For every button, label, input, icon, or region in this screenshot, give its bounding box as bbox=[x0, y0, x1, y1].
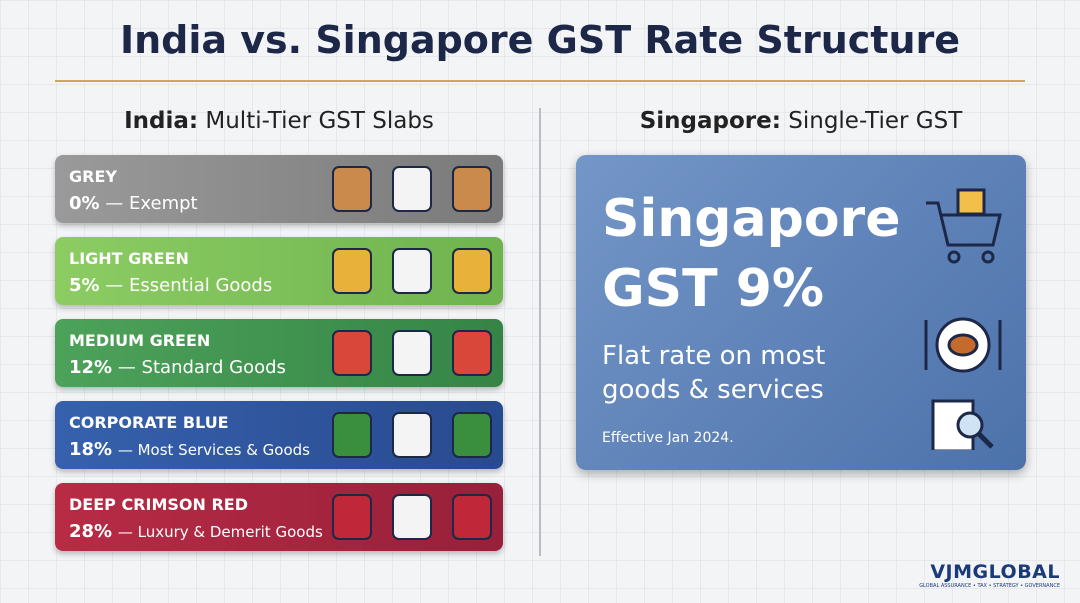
slab-icons bbox=[332, 494, 492, 540]
icon bbox=[392, 412, 432, 458]
slab-label: — Most Services & Goods bbox=[117, 441, 310, 459]
icon bbox=[332, 330, 372, 376]
slab-name: MEDIUM GREEN bbox=[69, 331, 211, 350]
singapore-card: Singapore GST 9% Flat rate on most goods… bbox=[576, 155, 1026, 470]
singapore-heading: Singapore: Single-Tier GST bbox=[576, 108, 1026, 134]
slab: LIGHT GREEN 5% — Essential Goods bbox=[55, 237, 503, 305]
logo-tagline: GLOBAL ASSURANCE • TAX • STRATEGY • GOVE… bbox=[919, 583, 1060, 589]
slab: MEDIUM GREEN 12% — Standard Goods bbox=[55, 319, 503, 387]
slab-rate-line: 28% — Luxury & Demerit Goods bbox=[69, 521, 323, 542]
slab: DEEP CRIMSON RED 28% — Luxury & Demerit G… bbox=[55, 483, 503, 551]
icon bbox=[452, 330, 492, 376]
heading-rest: Single-Tier GST bbox=[788, 108, 963, 134]
title: India vs. Singapore GST Rate Structure bbox=[119, 18, 961, 62]
slab-rate: 0% bbox=[69, 193, 100, 214]
slab-icons bbox=[332, 330, 492, 376]
icon bbox=[452, 166, 492, 212]
card-line: GST 9% bbox=[602, 259, 824, 319]
heading-rest: Multi-Tier GST Slabs bbox=[205, 108, 434, 134]
logo: VJMGLOBAL GLOBAL ASSURANCE • TAX • STRAT… bbox=[919, 561, 1060, 589]
slab-icons bbox=[332, 248, 492, 294]
icon bbox=[332, 248, 372, 294]
slab-name: CORPORATE BLUE bbox=[69, 413, 229, 432]
icon bbox=[332, 166, 372, 212]
slab-rate-line: 0% — Exempt bbox=[69, 193, 198, 214]
icon bbox=[392, 248, 432, 294]
icon bbox=[392, 494, 432, 540]
slab-label: — Exempt bbox=[105, 193, 198, 214]
card-line: Singapore bbox=[602, 189, 901, 249]
icon bbox=[452, 412, 492, 458]
icon bbox=[332, 412, 372, 458]
icon bbox=[392, 166, 432, 212]
slab-rate: 5% bbox=[69, 275, 100, 296]
slab-rate: 12% bbox=[69, 357, 113, 378]
divider bbox=[539, 108, 541, 556]
india-heading: India: Multi-Tier GST Slabs bbox=[55, 108, 503, 134]
icon bbox=[452, 494, 492, 540]
card-effective: Effective Jan 2024. bbox=[602, 430, 734, 446]
slab-icons bbox=[332, 166, 492, 212]
icon bbox=[452, 248, 492, 294]
slab-icons bbox=[332, 412, 492, 458]
slab-rate: 28% bbox=[69, 521, 113, 542]
heading-strong: India: bbox=[124, 108, 199, 134]
slab-name: DEEP CRIMSON RED bbox=[69, 495, 248, 514]
slab-rate-line: 5% — Essential Goods bbox=[69, 275, 272, 296]
card-icons bbox=[924, 188, 1002, 450]
slab-name: GREY bbox=[69, 167, 117, 186]
heading-strong: Singapore: bbox=[639, 108, 781, 134]
card-description: Flat rate on most goods & services bbox=[602, 341, 826, 405]
slab: CORPORATE BLUE 18% — Most Services & Good… bbox=[55, 401, 503, 469]
logo-name: VJMGLOBAL bbox=[930, 561, 1060, 583]
slab-label: — Standard Goods bbox=[117, 357, 286, 378]
icon bbox=[332, 494, 372, 540]
slab-label: — Luxury & Demerit Goods bbox=[117, 523, 323, 541]
slab-rate-line: 18% — Most Services & Goods bbox=[69, 439, 310, 460]
icon bbox=[392, 330, 432, 376]
slab-rate: 18% bbox=[69, 439, 113, 460]
slab-label: — Essential Goods bbox=[105, 275, 273, 296]
rule bbox=[55, 80, 1025, 82]
slab-rate-line: 12% — Standard Goods bbox=[69, 357, 286, 378]
slab-name: LIGHT GREEN bbox=[69, 249, 189, 268]
slab: GREY 0% — Exempt bbox=[55, 155, 503, 223]
